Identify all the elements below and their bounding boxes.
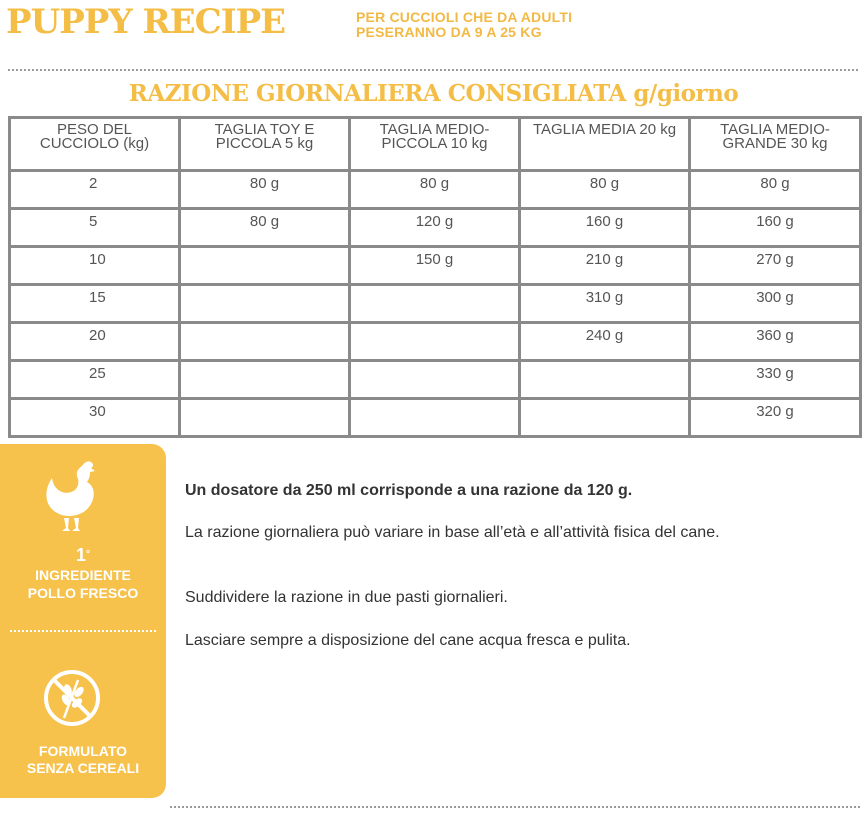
table-cell: 30 xyxy=(8,397,181,438)
table-cell: 80 g xyxy=(178,207,351,248)
panel-divider xyxy=(10,630,156,632)
table-cell: 360 g xyxy=(688,321,862,362)
table-cell: 270 g xyxy=(688,245,862,286)
table-cell: 15 xyxy=(8,283,181,324)
header-media: TAGLIA MEDIA 20 kg xyxy=(518,116,691,172)
table-row: 30 320 g xyxy=(8,397,862,438)
badge-number: 1° xyxy=(0,546,166,564)
table-cell xyxy=(178,397,351,438)
table-row: 5 80 g 120 g 160 g 160 g xyxy=(8,207,862,248)
table-cell: 20 xyxy=(8,321,181,362)
subtitle-line-1: PER CUCCIOLI CHE DA ADULTI xyxy=(356,9,573,25)
table-cell: 300 g xyxy=(688,283,862,324)
table-cell xyxy=(518,359,691,400)
table-cell: 25 xyxy=(8,359,181,400)
table-cell xyxy=(348,321,521,362)
header-medio-piccola: TAGLIA MEDIO-PICCOLA 10 kg xyxy=(348,116,521,172)
ration-table: PESO DEL CUCCIOLO (kg) TAGLIA TOY E PICC… xyxy=(8,116,862,438)
table-cell: 2 xyxy=(8,169,181,210)
table-cell: 150 g xyxy=(348,245,521,286)
chicken-icon xyxy=(46,461,95,531)
table-cell xyxy=(348,359,521,400)
info-variation: La razione giornaliera può variare in ba… xyxy=(185,524,720,541)
badge-number-text: 1 xyxy=(75,545,86,565)
table-cell xyxy=(178,321,351,362)
table-row: 20 240 g 360 g xyxy=(8,321,862,362)
table-cell: 80 g xyxy=(688,169,862,210)
table-cell xyxy=(348,397,521,438)
table-cell: 320 g xyxy=(688,397,862,438)
table-cell: 160 g xyxy=(518,207,691,248)
header-medio-grande: TAGLIA MEDIO-GRANDE 30 kg xyxy=(688,116,862,172)
table-header-row: PESO DEL CUCCIOLO (kg) TAGLIA TOY E PICC… xyxy=(8,116,862,172)
no-grain-icon xyxy=(44,670,100,726)
subtitle-line-2: PESERANNO DA 9 A 25 KG xyxy=(356,24,542,40)
table-cell xyxy=(178,283,351,324)
header-peso: PESO DEL CUCCIOLO (kg) xyxy=(8,116,181,172)
table-cell: 80 g xyxy=(518,169,691,210)
table-cell: 80 g xyxy=(178,169,351,210)
table-cell xyxy=(348,283,521,324)
formula-line-2: SENZA CEREALI xyxy=(26,760,140,776)
table-cell xyxy=(518,397,691,438)
brand-subtitle: PER CUCCIOLI CHE DA ADULTI PESERANNO DA … xyxy=(356,10,572,40)
table-cell: 120 g xyxy=(348,207,521,248)
table-cell xyxy=(178,359,351,400)
table-cell: 330 g xyxy=(688,359,862,400)
table-cell: 5 xyxy=(8,207,181,248)
table-cell: 240 g xyxy=(518,321,691,362)
badge-superscript: ° xyxy=(86,549,90,560)
table-cell: 310 g xyxy=(518,283,691,324)
table-cell: 10 xyxy=(8,245,181,286)
table-row: 25 330 g xyxy=(8,359,862,400)
info-dosage: Un dosatore da 250 ml corrisponde a una … xyxy=(185,482,633,499)
top-divider xyxy=(8,69,858,71)
info-water: Lasciare sempre a disposizione del cane … xyxy=(185,632,631,649)
table-cell: 210 g xyxy=(518,245,691,286)
table-title: RAZIONE GIORNALIERA CONSIGLIATA g/giorno xyxy=(128,80,739,107)
table-row: 15 310 g 300 g xyxy=(8,283,862,324)
bottom-divider xyxy=(170,806,860,808)
ingredient-line-1: INGREDIENTE xyxy=(35,567,131,583)
ingredient-line-2: POLLO FRESCO xyxy=(27,585,139,601)
table-cell xyxy=(178,245,351,286)
table-cell: 80 g xyxy=(348,169,521,210)
formula-line-1: FORMULATO xyxy=(38,743,128,759)
brand-title: PUPPY RECIPE xyxy=(6,2,286,42)
table-cell: 160 g xyxy=(688,207,862,248)
table-row: 2 80 g 80 g 80 g 80 g xyxy=(8,169,862,210)
header-toy: TAGLIA TOY E PICCOLA 5 kg xyxy=(178,116,351,172)
info-split-meals: Suddividere la razione in due pasti gior… xyxy=(185,589,508,606)
table-row: 10 150 g 210 g 270 g xyxy=(8,245,862,286)
